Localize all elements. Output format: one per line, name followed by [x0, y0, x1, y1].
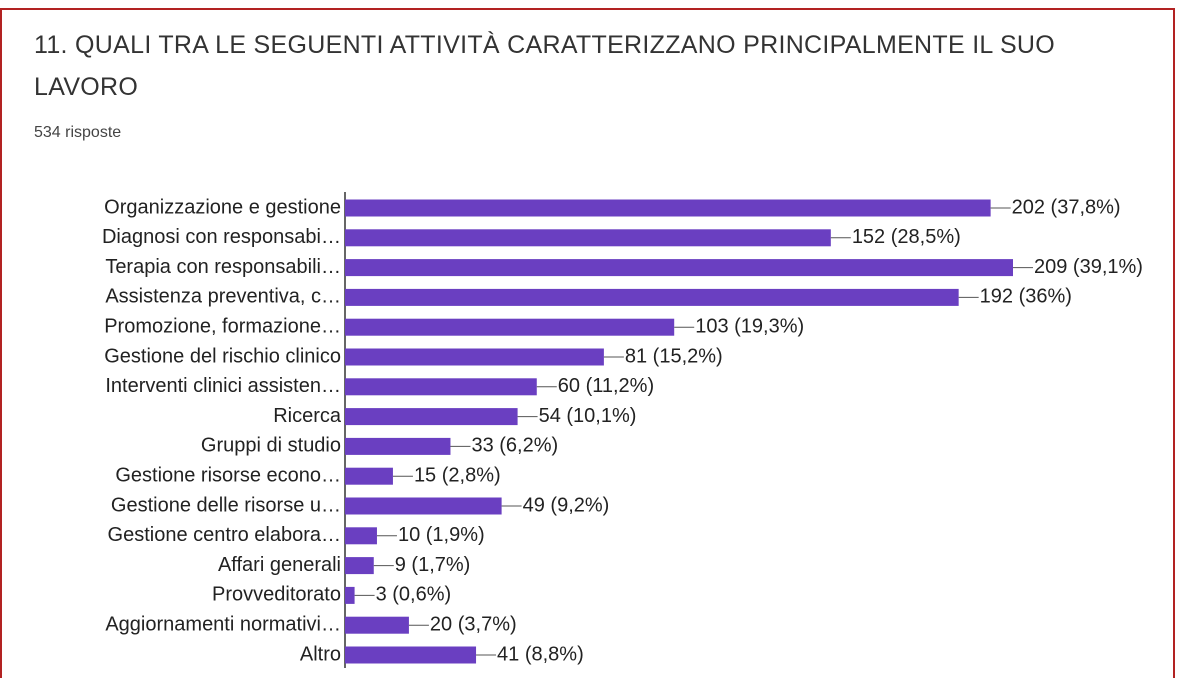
category-label: Affari generali: [218, 554, 341, 576]
value-label: 49 (9,2%): [523, 494, 610, 516]
value-label: 202 (37,8%): [1012, 196, 1121, 218]
value-label: 10 (1,9%): [398, 524, 485, 546]
value-label: 3 (0,6%): [376, 584, 452, 606]
bar: [345, 318, 675, 336]
bar: [345, 586, 355, 604]
bar: [345, 557, 374, 575]
value-label: 103 (19,3%): [695, 315, 804, 337]
value-label: 81 (15,2%): [625, 345, 723, 367]
category-label: Gestione risorse econo…: [115, 464, 341, 486]
value-label: 60 (11,2%): [558, 375, 654, 397]
category-label: Gestione centro elabora…: [108, 524, 341, 546]
bar: [345, 497, 502, 515]
value-label: 192 (36%): [980, 286, 1072, 308]
bar: [345, 527, 377, 545]
category-label: Altro: [300, 643, 341, 665]
response-count: 534 risposte: [34, 124, 122, 141]
category-label: Assistenza preventiva, c…: [105, 286, 341, 308]
bar: [345, 616, 409, 634]
category-label: Promozione, formazione…: [104, 315, 341, 337]
bar: [345, 229, 831, 247]
category-label: Organizzazione e gestione: [104, 196, 341, 218]
bar: [345, 467, 393, 485]
category-label: Gestione delle risorse u…: [111, 494, 341, 516]
value-label: 152 (28,5%): [852, 226, 961, 248]
category-label: Gruppi di studio: [201, 435, 341, 457]
value-label: 54 (10,1%): [539, 405, 637, 427]
chart-title: 11. QUALI TRA LE SEGUENTI ATTIVITÀ CARAT…: [34, 31, 1056, 101]
category-label: Aggiornamenti normativi…: [105, 613, 341, 635]
card-border: [0, 8, 1175, 678]
category-label: Diagnosi con responsabi…: [102, 226, 341, 248]
bar: [345, 199, 991, 217]
bar: [345, 408, 518, 426]
value-label: 9 (1,7%): [395, 554, 471, 576]
value-label: 20 (3,7%): [430, 613, 517, 635]
bar: [345, 288, 959, 306]
value-label: 33 (6,2%): [471, 435, 558, 457]
bar: [345, 259, 1013, 277]
category-label: Ricerca: [273, 405, 342, 427]
bar: [345, 437, 451, 455]
value-label: 15 (2,8%): [414, 464, 501, 486]
category-label: Interventi clinici assisten…: [105, 375, 341, 397]
category-label: Gestione del rischio clinico: [104, 345, 341, 367]
category-label: Provveditorato: [212, 584, 341, 606]
bar: [345, 378, 537, 396]
category-label: Terapia con responsabili…: [105, 256, 341, 278]
bar: [345, 646, 477, 664]
value-label: 209 (39,1%): [1034, 256, 1143, 278]
bar: [345, 348, 604, 366]
value-label: 41 (8,8%): [497, 643, 584, 665]
